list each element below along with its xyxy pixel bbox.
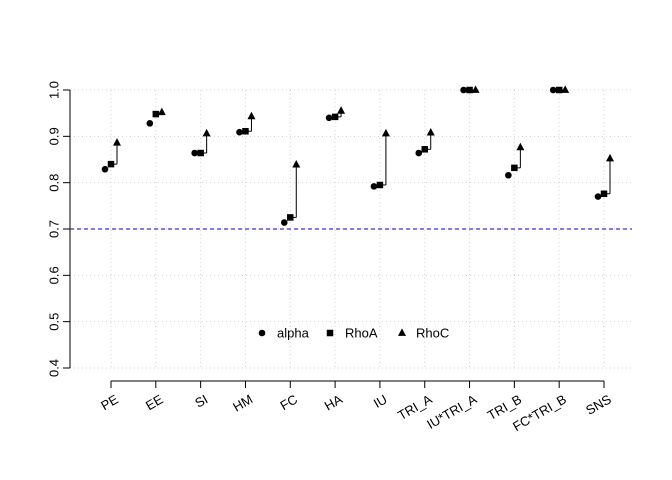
point-alpha (549, 86, 557, 94)
x-tick-label: IU*TRI_A (424, 391, 479, 432)
point-alpha (325, 114, 333, 122)
point-rhoa (287, 214, 294, 221)
point-rhoc (561, 85, 570, 93)
y-tick-label: 0.9 (47, 127, 62, 145)
x-tick-label: HA (322, 391, 345, 413)
y-tick-label: 0.4 (47, 359, 62, 377)
point-rhoa (152, 110, 160, 118)
point-alpha (460, 86, 467, 94)
point-rhoa (197, 149, 204, 157)
y-tick-label: 0.5 (47, 313, 62, 331)
x-tick-label: EE (143, 391, 166, 413)
point-rhoc (113, 138, 121, 146)
point-alpha (191, 149, 198, 157)
point-alpha (236, 128, 243, 136)
point-rhoa (421, 146, 428, 153)
point-rhoc (606, 153, 614, 162)
point-rhoc (247, 111, 256, 120)
x-tick-label: SNS (583, 391, 614, 418)
point-rhoa (511, 164, 518, 172)
y-tick-label: 0.7 (47, 220, 62, 238)
point-rhoc (426, 127, 435, 136)
legend-marker-alpha (258, 329, 266, 337)
point-rhoa (600, 190, 608, 198)
legend-label-rhoc: RhoC (416, 326, 449, 341)
point-rhoa (242, 127, 249, 135)
point-alpha (505, 171, 512, 179)
point-rhoc (157, 107, 166, 116)
x-tick-label: IU (371, 392, 390, 411)
x-tick-label: FC (278, 392, 301, 414)
x-tick-label: SI (192, 392, 210, 411)
y-axis: 0.4 0.5 0.6 0.7 0.8 0.9 1.0 (47, 81, 71, 377)
point-alpha (101, 165, 109, 173)
y-tick-label: 1.0 (47, 81, 62, 99)
y-tick-label: 0.6 (47, 266, 62, 284)
point-rhoc (381, 128, 390, 137)
point-rhoa (376, 181, 384, 189)
legend: alpha RhoA RhoC (258, 326, 449, 341)
point-rhoa (555, 86, 563, 94)
legend-marker-rhoc (398, 328, 406, 336)
legend-label-alpha: alpha (277, 326, 310, 341)
point-rhoc (471, 85, 480, 93)
point-alpha (370, 183, 378, 190)
point-rhoc (292, 159, 301, 168)
data-marks (101, 85, 614, 226)
legend-marker-rhoa (326, 329, 334, 337)
point-alpha (280, 219, 288, 226)
point-alpha (146, 120, 154, 127)
point-rhoa (107, 160, 115, 168)
x-axis: PE EE SI HM FC HA IU TRI_AIU*TRI_A TRI_BFC*TRI_B… (98, 380, 614, 434)
point-alpha (594, 193, 602, 200)
legend-label-rhoa: RhoA (345, 326, 378, 341)
point-rhoc (337, 106, 346, 114)
point-rhoc (202, 128, 211, 137)
x-tick-label: HM (230, 392, 255, 415)
point-rhoa (466, 86, 473, 94)
y-tick-label: 0.8 (47, 174, 62, 192)
point-rhoa (331, 113, 339, 121)
point-alpha (415, 149, 423, 157)
x-tick-label: PE (98, 391, 121, 413)
point-rhoc (516, 142, 525, 151)
